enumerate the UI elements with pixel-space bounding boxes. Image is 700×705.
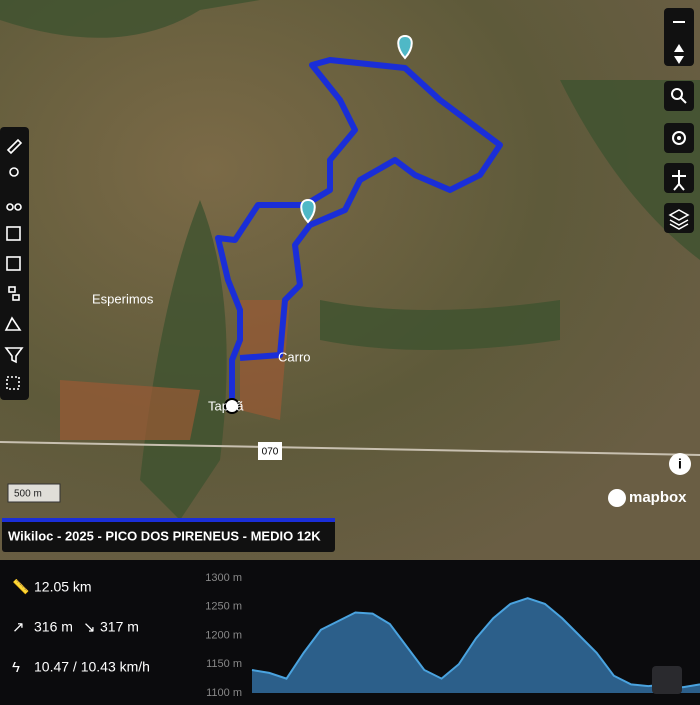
- mapbox-logo: [608, 489, 626, 507]
- distance: 12.05 km: [34, 579, 92, 595]
- distance-icon: 📏: [12, 579, 29, 596]
- search-button[interactable]: [664, 81, 694, 111]
- scale-label: 500 m: [14, 489, 42, 500]
- map[interactable]: Esperimos Carro Tapuã 070 500 m mapbox i: [0, 0, 700, 560]
- place-label: Carro: [278, 349, 311, 364]
- speed-icon: ϟ: [12, 659, 20, 676]
- info-button[interactable]: [669, 453, 691, 475]
- place-label: Esperimos: [92, 291, 154, 306]
- select-tool[interactable]: [6, 256, 21, 271]
- track-label[interactable]: Wikiloc - 2025 - PICO DOS PIRENEUS - MED…: [2, 518, 335, 552]
- descent: 317 m: [100, 619, 139, 635]
- elevation-chart[interactable]: 1100 m 1150 m 1200 m 1250 m 1300 m: [205, 572, 700, 699]
- speed: 10.47 / 10.43 km/h: [34, 659, 150, 675]
- draw-tool[interactable]: [6, 138, 23, 155]
- ascent: 316 m: [34, 619, 73, 635]
- stats-panel: 📏 12.05 km ↗ 316 m ↘ 317 m ϟ 10.47 / 10.…: [12, 579, 150, 676]
- filter-tool[interactable]: [4, 347, 24, 364]
- fields: [60, 300, 290, 440]
- road-shield: [258, 442, 282, 460]
- place-label: Tapuã: [208, 398, 244, 413]
- y-tick-label: 1300 m: [205, 572, 242, 584]
- info-icon: i: [678, 456, 682, 472]
- ascent-icon: ↗: [12, 619, 25, 636]
- road-label: 070: [262, 447, 279, 458]
- start-marker: [224, 398, 240, 414]
- y-tick-label: 1100 m: [206, 687, 242, 699]
- chart-toggle[interactable]: [652, 666, 682, 694]
- track-title: Wikiloc - 2025 - PICO DOS PIRENEUS - MED…: [8, 528, 321, 543]
- descent-icon: ↘: [83, 619, 96, 636]
- markers: [300, 34, 413, 224]
- attribution: mapbox: [629, 489, 687, 506]
- time-tool[interactable]: [6, 226, 21, 241]
- area-select-tool[interactable]: [6, 376, 20, 390]
- elevation-line: [251, 597, 700, 689]
- road: [0, 441, 700, 456]
- poi-tool[interactable]: [9, 167, 19, 177]
- left-toolbar: [0, 127, 29, 400]
- right-toolbar: [664, 8, 694, 233]
- elevation-tool[interactable]: [4, 316, 22, 331]
- y-tick-label: 1250 m: [205, 601, 242, 613]
- cut-tool[interactable]: [6, 203, 14, 211]
- scale-bar: [7, 483, 61, 503]
- join-tool[interactable]: [8, 286, 16, 293]
- y-tick-label: 1200 m: [205, 629, 242, 641]
- y-tick-label: 1150 m: [206, 658, 242, 670]
- route[interactable]: [215, 57, 503, 410]
- elevation-area: [252, 598, 700, 693]
- zoom-compass[interactable]: [664, 8, 694, 66]
